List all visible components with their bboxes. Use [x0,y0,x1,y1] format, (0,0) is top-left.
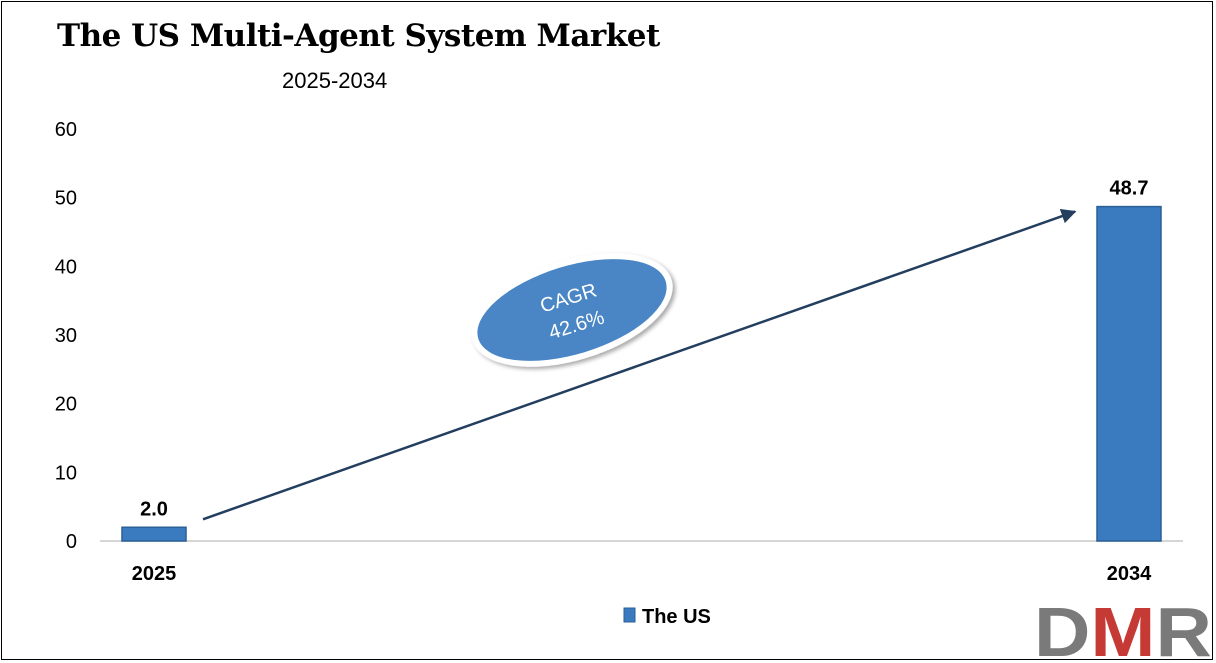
chart-title: The US Multi-Agent System Market [57,18,660,54]
bar [1096,205,1162,542]
y-tick-label: 20 [55,394,77,416]
y-tick-label: 0 [66,531,77,553]
logo-text: DMR [1034,593,1212,663]
logo-letter-d: D [1034,593,1090,663]
dmr-logo: DMR [1034,593,1212,663]
x-axis-categories: 2025 2034 [132,563,1152,585]
bars [121,205,1162,542]
bar [121,526,187,542]
y-tick-label: 40 [55,256,77,278]
y-axis-ticks: 0 10 20 30 40 50 60 [55,119,77,553]
legend-swatch [623,607,636,623]
y-tick-label: 10 [55,462,77,484]
legend-label: The US [642,606,711,628]
legend: The US [623,606,711,628]
y-tick-label: 30 [55,325,77,347]
cagr-ellipse-fill [477,259,667,361]
logo-letter-m: M [1090,593,1155,663]
chart-subtitle: 2025-2034 [282,68,388,93]
x-tick-label: 2025 [132,563,177,585]
growth-arrow [202,209,1077,521]
logo-letter-r: R [1156,593,1212,663]
data-label: 48.7 [1110,178,1149,200]
data-labels: 2.0 48.7 [140,178,1148,521]
y-tick-label: 60 [55,119,77,141]
data-label: 2.0 [140,498,168,520]
x-tick-label: 2034 [1107,563,1152,585]
cagr-annotation: CAGR 42.6% [471,253,673,367]
y-tick-label: 50 [55,188,77,210]
